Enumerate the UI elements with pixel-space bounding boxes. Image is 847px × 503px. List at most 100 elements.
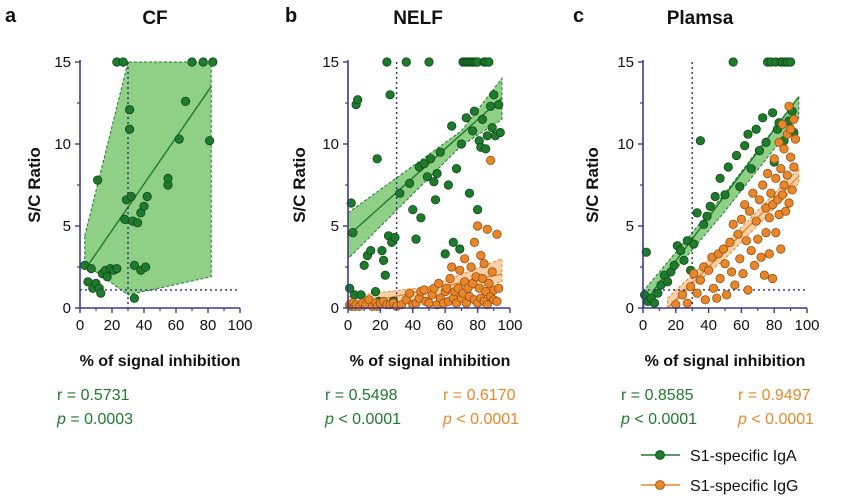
y-tick-label: 10: [617, 136, 634, 153]
y-tick-label: 5: [63, 218, 71, 235]
iga-data-point: [731, 150, 742, 161]
iga-data-point: [653, 288, 663, 298]
plot-area: 0 20 40 60 80 100 0 5 10 15: [322, 54, 522, 334]
iga-data-point: [424, 57, 434, 67]
iga-data-point: [487, 123, 497, 133]
igg-data-point: [492, 229, 502, 239]
iga-data-point: [205, 136, 215, 146]
igg-data-point: [469, 237, 479, 247]
igg-data-point: [682, 298, 692, 308]
igg-data-point: [749, 260, 760, 270]
igg-data-point: [766, 188, 776, 198]
x-tick-label: 100: [794, 317, 819, 334]
legend-item-iga: S1-specific IgA: [641, 448, 797, 465]
iga-data-point: [359, 260, 369, 270]
igg-data-point: [785, 124, 796, 134]
igg-data-point: [771, 228, 781, 238]
iga-data-point: [720, 190, 730, 200]
iga-data-point: [735, 182, 745, 192]
iga-data-point: [96, 288, 106, 298]
igg-data-point: [730, 280, 740, 290]
iga-data-point: [710, 191, 720, 202]
iga-data-point: [728, 57, 738, 67]
iga-data-point: [455, 244, 465, 254]
iga-data-point: [133, 218, 143, 228]
y-axis-label: S/C Ratio: [583, 147, 602, 223]
panel-title: CF: [142, 8, 167, 29]
iga-data-point: [715, 173, 725, 183]
panel-letter: a: [5, 5, 17, 27]
iga-data-point: [102, 272, 112, 282]
igg-data-point: [482, 300, 492, 310]
igg-data-point: [695, 275, 706, 285]
igg-data-point: [789, 162, 799, 172]
x-axis-label: % of signal inhibition: [350, 353, 511, 370]
y-tick-label: 5: [331, 218, 339, 235]
iga-data-point: [411, 234, 421, 244]
iga-data-point: [495, 127, 505, 138]
x-tick-label: 40: [136, 317, 153, 334]
r-value: r = 0.6170: [443, 387, 516, 404]
igg-data-point: [419, 285, 429, 295]
igg-data-point: [712, 293, 722, 303]
iga-data-point: [422, 172, 432, 182]
igg-data-point: [721, 290, 732, 300]
iga-data-point: [346, 198, 356, 208]
y-axis-label: S/C Ratio: [290, 147, 309, 223]
iga-data-point: [370, 286, 381, 297]
x-tick-label: 40: [404, 317, 421, 334]
igg-data-point: [779, 144, 789, 154]
igg-data-point: [748, 188, 758, 198]
x-tick-label: 20: [104, 317, 121, 334]
panel-cf: a CF S/C Ratio % of signal inhibition 0 2…: [5, 5, 253, 370]
igg-data-point: [477, 273, 488, 284]
igg-data-point: [771, 173, 781, 183]
legend-label: S1-specific IgG: [690, 478, 798, 495]
x-tick-label: 60: [168, 317, 185, 334]
legend-label: S1-specific IgA: [690, 448, 797, 465]
iga-data-point: [181, 96, 191, 107]
igg-data-point: [764, 249, 774, 259]
iga-data-point: [372, 154, 382, 164]
iga-data-point: [443, 180, 453, 190]
iga-data-point: [198, 57, 208, 67]
iga-data-point: [451, 164, 462, 174]
igg-data-point: [784, 198, 794, 208]
iga-data-point: [469, 106, 479, 116]
iga-data-point: [472, 205, 483, 215]
x-tick-label: 60: [437, 317, 454, 334]
iga-data-point: [448, 237, 458, 247]
iga-data-point: [129, 260, 139, 270]
panel-title: Plamsa: [667, 8, 734, 29]
igg-data-point: [779, 180, 789, 190]
igg-data-point: [759, 270, 770, 280]
iga-data-point: [705, 201, 715, 211]
x-tick-label: 40: [700, 317, 717, 334]
iga-data-point: [461, 113, 471, 123]
r-value: r = 0.8585: [621, 387, 694, 404]
y-tick-label: 15: [617, 54, 634, 71]
igg-data-point: [776, 244, 786, 254]
iga-data-point: [679, 255, 689, 265]
iga-data-point: [699, 219, 709, 229]
igg-data-point: [741, 236, 751, 246]
panel-nelf: b NELF S/C Ratio % of signal inhibition …: [285, 5, 523, 370]
igg-data-point: [424, 298, 434, 308]
iga-data-point: [141, 262, 151, 272]
y-tick-label: 0: [626, 300, 634, 317]
iga-data-point: [390, 232, 400, 243]
igg-data-point: [700, 295, 710, 305]
igg-data-point: [685, 282, 696, 292]
iga-data-point: [482, 131, 492, 141]
legend-marker: [655, 450, 665, 460]
iga-data-point: [142, 191, 152, 202]
y-tick-label: 5: [626, 218, 634, 235]
r-value: r = 0.5731: [57, 387, 130, 404]
iga-data-point: [120, 214, 130, 224]
igg-data-point: [769, 154, 779, 164]
igg-data-point: [434, 278, 444, 288]
iga-data-point: [93, 175, 103, 185]
igg-data-point: [781, 206, 791, 216]
x-axis-label: % of signal inhibition: [80, 353, 241, 370]
